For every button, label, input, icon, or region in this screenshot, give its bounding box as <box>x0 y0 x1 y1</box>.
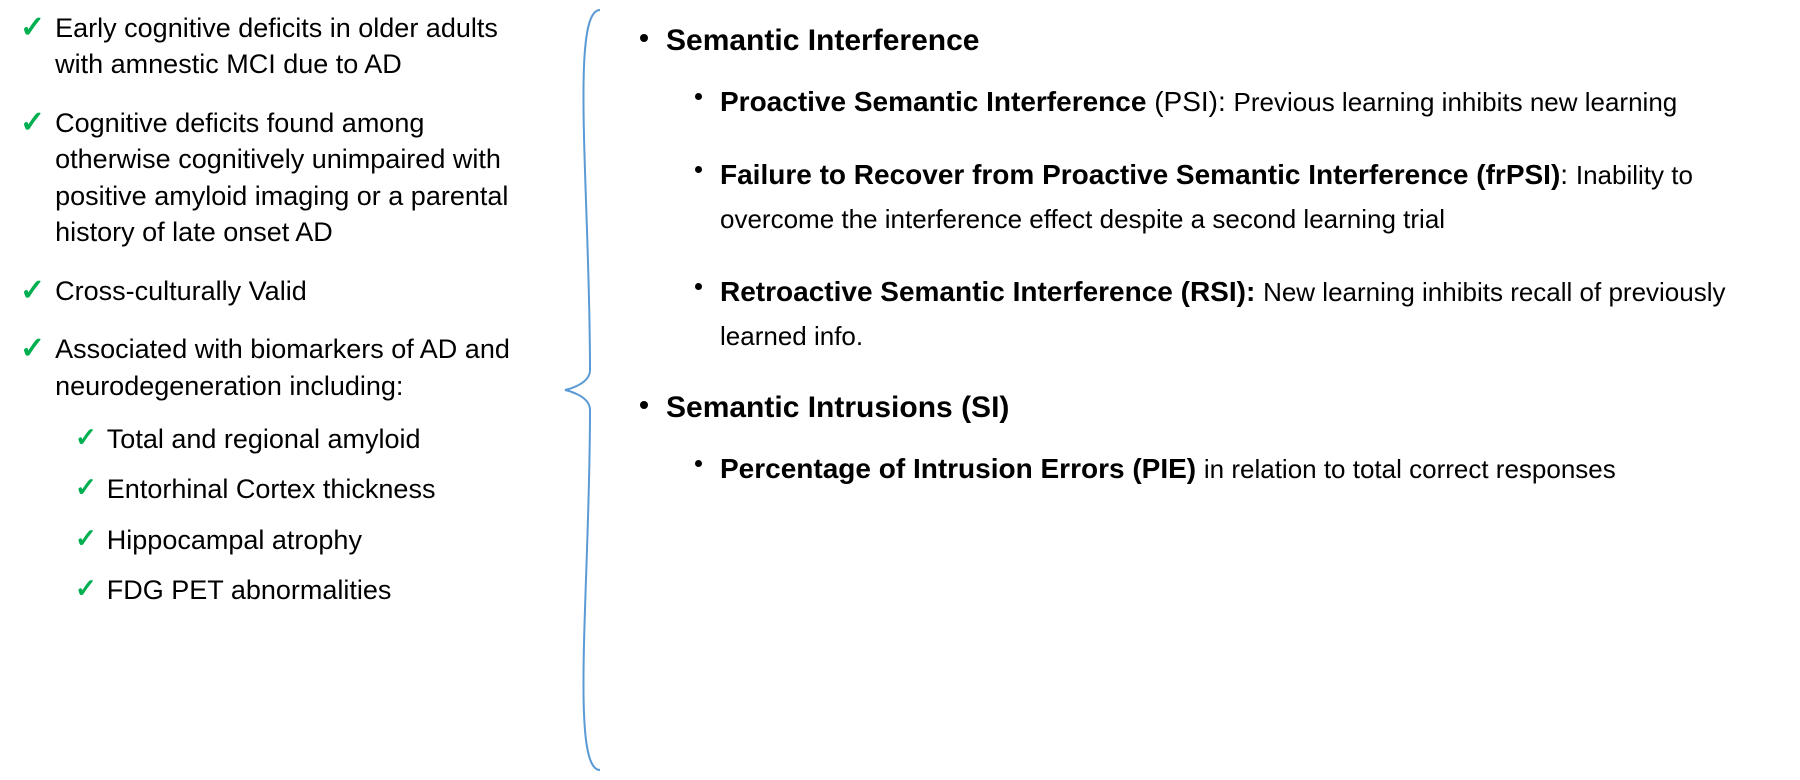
bullet-icon <box>695 460 702 467</box>
check-list-item: ✓ Cross-culturally Valid <box>20 273 530 309</box>
bullet-icon <box>695 93 702 100</box>
bullet-icon <box>695 166 702 173</box>
left-column: ✓ Early cognitive deficits in older adul… <box>0 0 540 780</box>
check-icon: ✓ <box>75 424 97 450</box>
bullet-icon <box>695 283 702 290</box>
check-icon: ✓ <box>20 334 45 364</box>
check-list-item: ✓ Associated with biomarkers of AD and n… <box>20 331 530 404</box>
right-column: Semantic Interference Proactive Semantic… <box>640 20 1780 520</box>
sub-check-text: FDG PET abnormalities <box>107 572 392 608</box>
sub-bullet-row: Percentage of Intrusion Errors (PIE) in … <box>695 447 1780 490</box>
definition-text: Failure to Recover from Proactive Semant… <box>720 153 1780 240</box>
sub-check-list: ✓ Total and regional amyloid ✓ Entorhina… <box>75 421 530 609</box>
bullet-icon <box>640 34 648 42</box>
check-text: Early cognitive deficits in older adults… <box>55 10 530 83</box>
check-icon: ✓ <box>75 474 97 500</box>
sub-check-text: Hippocampal atrophy <box>107 522 362 558</box>
check-text: Associated with biomarkers of AD and neu… <box>55 331 530 404</box>
check-list-item: ✓ Cognitive deficits found among otherwi… <box>20 105 530 251</box>
section-title: Semantic Intrusions (SI) <box>666 387 1009 429</box>
bullet-icon <box>640 401 648 409</box>
sub-bullet-row: Proactive Semantic Interference (PSI): P… <box>695 80 1780 123</box>
sub-check-item: ✓ Hippocampal atrophy <box>75 522 530 558</box>
sub-check-text: Total and regional amyloid <box>107 421 421 457</box>
section-heading-row: Semantic Intrusions (SI) <box>640 387 1780 429</box>
curly-brace <box>560 0 610 780</box>
sub-check-text: Entorhinal Cortex thickness <box>107 471 436 507</box>
sub-check-item: ✓ FDG PET abnormalities <box>75 572 530 608</box>
check-icon: ✓ <box>20 108 45 138</box>
check-icon: ✓ <box>20 276 45 306</box>
sub-bullet-row: Retroactive Semantic Interference (RSI):… <box>695 270 1780 357</box>
check-list-item: ✓ Early cognitive deficits in older adul… <box>20 10 530 83</box>
sub-bullet-row: Failure to Recover from Proactive Semant… <box>695 153 1780 240</box>
section-heading-row: Semantic Interference <box>640 20 1780 62</box>
sub-check-item: ✓ Entorhinal Cortex thickness <box>75 471 530 507</box>
definition-text: Proactive Semantic Interference (PSI): P… <box>720 80 1677 123</box>
definition-text: Percentage of Intrusion Errors (PIE) in … <box>720 447 1616 490</box>
check-text: Cognitive deficits found among otherwise… <box>55 105 530 251</box>
check-text: Cross-culturally Valid <box>55 273 307 309</box>
check-icon: ✓ <box>75 525 97 551</box>
definition-text: Retroactive Semantic Interference (RSI):… <box>720 270 1780 357</box>
check-icon: ✓ <box>20 13 45 43</box>
section-title: Semantic Interference <box>666 20 979 62</box>
sub-check-item: ✓ Total and regional amyloid <box>75 421 530 457</box>
check-icon: ✓ <box>75 575 97 601</box>
